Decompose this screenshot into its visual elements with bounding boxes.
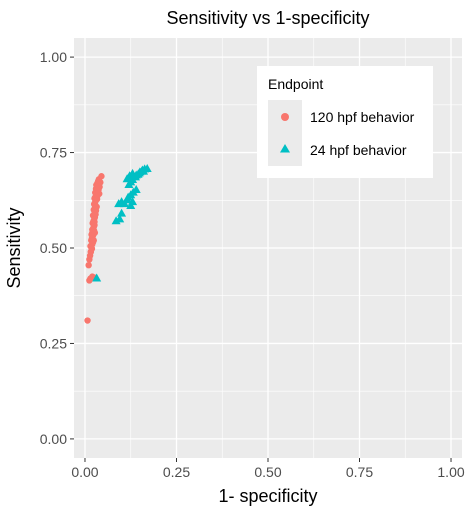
point-24-hpf	[92, 273, 102, 282]
legend-label-24-hpf: 24 hpf behavior	[310, 142, 407, 158]
point-24-hpf	[117, 208, 127, 217]
point-120-hpf	[90, 237, 97, 244]
legend-key-circle-icon	[281, 113, 289, 121]
point-120-hpf	[91, 218, 98, 226]
point-120-hpf	[98, 173, 105, 180]
y-axis-ticks: 0.00 0.25 0.50 0.75 1.00	[40, 49, 74, 447]
y-tick-label: 0.00	[40, 431, 67, 447]
y-tick-label: 1.00	[40, 49, 67, 65]
point-24-hpf	[128, 168, 138, 177]
x-tick-label: 0.00	[71, 464, 98, 480]
point-120-hpf	[85, 261, 92, 269]
point-120-hpf	[97, 179, 104, 186]
legend: Endpoint 120 hpf behavior 24 hpf behavio…	[257, 66, 433, 178]
legend-key-triangle-icon	[280, 144, 290, 153]
x-tick-label: 1.00	[437, 464, 464, 480]
x-tick-label: 0.50	[254, 464, 281, 480]
point-24-hpf	[128, 197, 138, 206]
y-axis-title: Sensitivity	[4, 207, 24, 288]
x-axis-ticks: 0.00 0.25 0.50 0.75 1.00	[71, 458, 465, 480]
point-120-hpf	[94, 189, 102, 196]
point-120-hpf	[84, 317, 91, 324]
y-tick-label: 0.50	[40, 240, 67, 256]
point-24-hpf	[131, 184, 141, 193]
point-120-hpf	[91, 229, 99, 236]
data-points	[84, 163, 152, 324]
y-tick-label: 0.25	[40, 335, 67, 351]
x-tick-label: 0.25	[163, 464, 190, 480]
legend-key-background	[268, 100, 302, 166]
point-120-hpf	[88, 245, 96, 252]
point-120-hpf	[93, 203, 100, 210]
legend-title: Endpoint	[268, 76, 323, 92]
point-24-hpf	[139, 166, 149, 175]
point-120-hpf	[92, 211, 99, 218]
x-axis-title: 1- specificity	[218, 486, 317, 506]
chart-title: Sensitivity vs 1-specificity	[166, 8, 369, 28]
point-24-hpf	[115, 214, 125, 223]
legend-label-120-hpf: 120 hpf behavior	[310, 109, 415, 125]
x-tick-label: 0.75	[346, 464, 373, 480]
y-tick-label: 0.75	[40, 145, 67, 161]
